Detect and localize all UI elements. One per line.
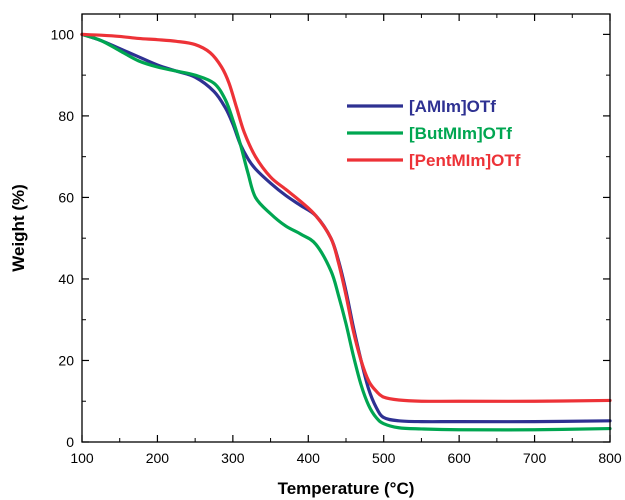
y-tick-label: 80 (58, 108, 74, 124)
y-tick-label: 40 (58, 271, 74, 287)
x-tick-label: 500 (372, 450, 396, 466)
series-line-1 (80, 32, 612, 432)
tick-labels: 100 200 300 400 500 600 700 800 0 20 40 60 80 100 (51, 26, 622, 466)
legend: [AMIm]OTf [ButMIm]OTf [PentMIm]OTf (347, 97, 521, 170)
series-lines (80, 32, 612, 432)
x-tick-label: 200 (146, 450, 170, 466)
x-tick-label: 300 (221, 450, 245, 466)
y-tick-label: 20 (58, 352, 74, 368)
plot-frame (81, 13, 611, 443)
x-axis-title: Temperature (°C) (278, 479, 415, 498)
x-tick-label: 700 (523, 450, 547, 466)
series-line-2 (80, 32, 612, 403)
x-tick-label: 800 (598, 450, 622, 466)
x-tick-label: 600 (447, 450, 471, 466)
x-tick-label: 400 (297, 450, 321, 466)
x-tick-label: 100 (70, 450, 94, 466)
legend-label-0: [AMIm]OTf (409, 97, 496, 116)
axis-ticks (81, 14, 611, 443)
y-tick-label: 60 (58, 189, 74, 205)
series-line-0 (80, 32, 612, 424)
y-tick-label: 100 (51, 26, 75, 42)
legend-label-1: [ButMIm]OTf (409, 124, 512, 143)
legend-label-2: [PentMIm]OTf (409, 151, 521, 170)
y-axis-title: Weight (%) (9, 184, 28, 272)
y-tick-label: 0 (66, 434, 74, 450)
